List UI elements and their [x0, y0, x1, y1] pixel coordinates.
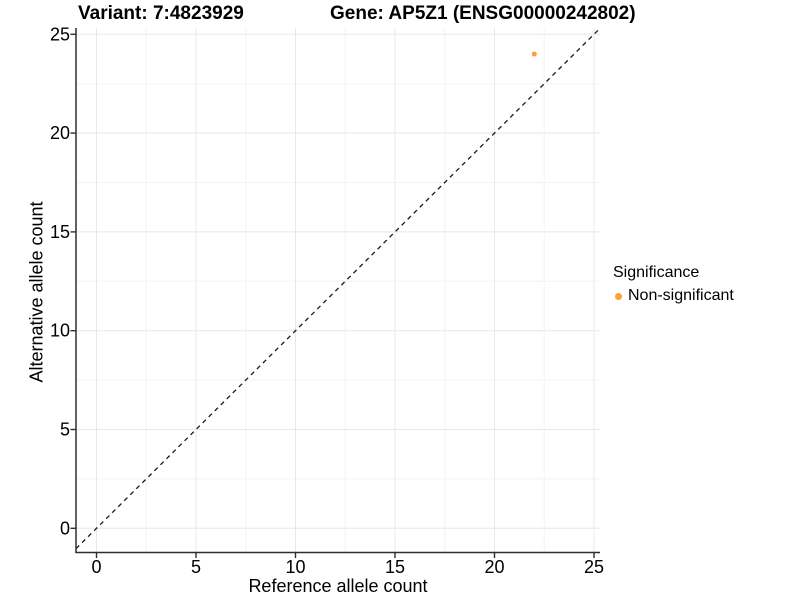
x-tick-label: 0: [91, 557, 101, 577]
legend-title: Significance: [613, 264, 700, 281]
x-tick-label: 15: [385, 557, 405, 577]
x-tick-label: 5: [191, 557, 201, 577]
x-tick-label: 20: [484, 557, 504, 577]
data-point: [531, 51, 537, 57]
legend: Significance Non-significant: [613, 262, 734, 305]
legend-item-non-significant: Non-significant: [613, 287, 734, 305]
y-tick-label: 25: [50, 24, 70, 44]
legend-key-dot-icon: [615, 292, 622, 300]
identity-dashed-line: [75, 27, 601, 550]
plot-title-variant: Variant: 7:4823929: [78, 3, 244, 24]
y-tick-label: 15: [50, 222, 70, 242]
legend-item-label: Non-significant: [628, 287, 734, 304]
y-tick-label: 10: [50, 321, 70, 341]
plot-title-gene: Gene: AP5Z1 (ENSG00000242802): [330, 3, 636, 24]
x-tick-label: 25: [584, 557, 604, 577]
x-tick-label: 10: [285, 557, 305, 577]
x-axis-title: Reference allele count: [248, 576, 428, 596]
y-tick-label: 0: [60, 518, 70, 538]
y-tick-label: 20: [50, 123, 70, 143]
y-tick-label: 5: [60, 420, 70, 440]
y-axis-title: Alternative allele count: [26, 201, 47, 383]
